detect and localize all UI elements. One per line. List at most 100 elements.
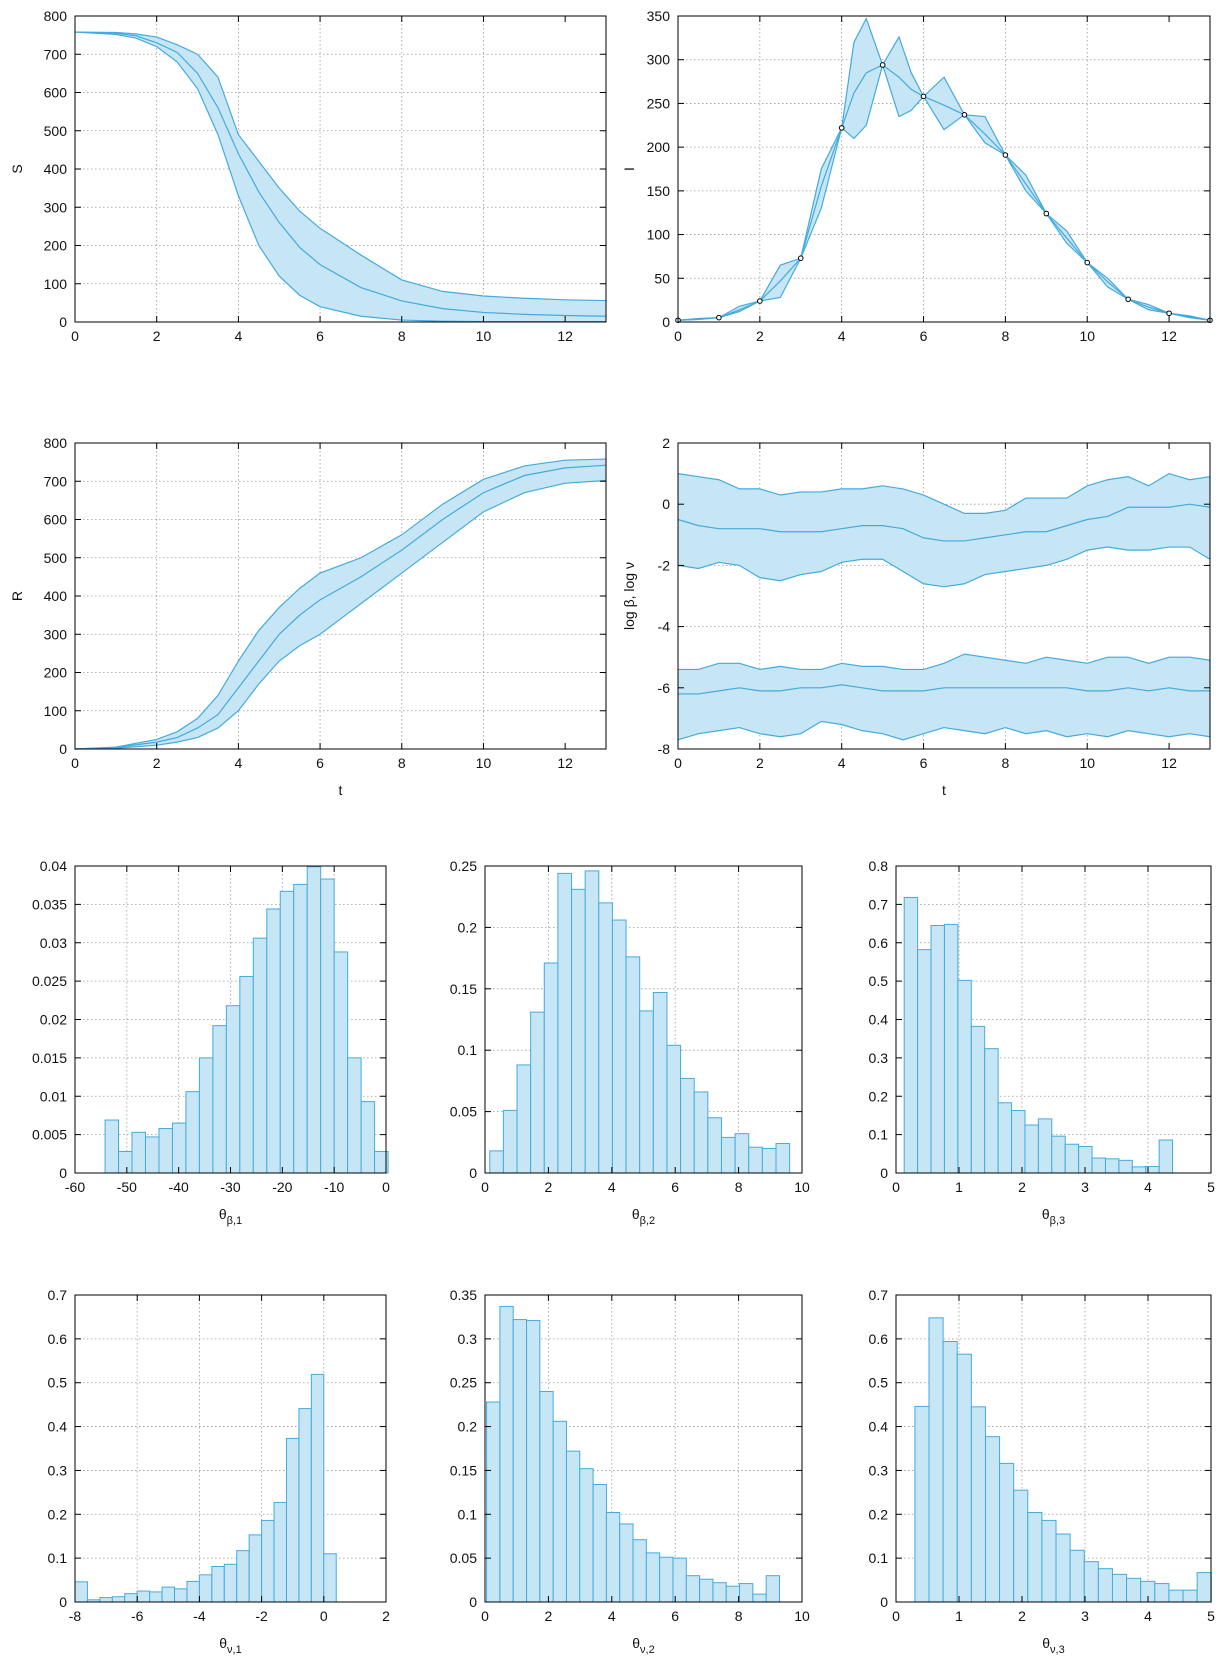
histogram-bar: [984, 1436, 1001, 1603]
histogram-bar: [956, 1353, 972, 1603]
histogram-bar: [198, 1057, 214, 1174]
histogram-bar: [1131, 1166, 1147, 1174]
histogram-bar: [360, 1101, 376, 1174]
y-tick-label: 0: [59, 1594, 67, 1610]
y-axis-label: I: [621, 167, 637, 171]
histogram-bar: [639, 1010, 654, 1174]
y-tick-label: 0: [469, 1594, 477, 1610]
x-tick-label: 8: [398, 328, 406, 344]
plot-frame: [484, 1294, 803, 1603]
y-tick-label: 0.15: [450, 981, 477, 997]
histogram-bar: [1011, 1109, 1026, 1174]
data-point: [1043, 210, 1050, 217]
series-line-lower: [677, 720, 1211, 741]
histogram-bar: [158, 1127, 173, 1174]
y-tick-label: 0.05: [450, 1104, 477, 1120]
y-tick-label: 0.4: [48, 1419, 68, 1435]
x-tick-label: 6: [671, 1179, 679, 1195]
y-tick-label: 0.15: [450, 1462, 477, 1478]
y-tick-label: 0: [662, 314, 670, 330]
panel-log-beta-nu: 0 2 4 6 8 10 12 -8 -6 -4 -2 0 2 log β, log ν t: [621, 435, 1211, 798]
y-tick-label: 0.2: [458, 919, 478, 935]
x-tick-label: 8: [1001, 328, 1009, 344]
y-tick-label: 0.035: [32, 896, 67, 912]
y-tick-label: 700: [44, 46, 68, 62]
x-tick-label: -2: [255, 1608, 268, 1624]
x-tick-label: 5: [1207, 1608, 1215, 1624]
x-axis-label-subscript: β,3: [1050, 1215, 1066, 1227]
y-tick-label: 0.2: [458, 1419, 478, 1435]
histogram-bar: [502, 1109, 518, 1174]
histogram-bar: [1104, 1158, 1120, 1174]
y-tick-label: 0.2: [869, 1088, 889, 1104]
histogram-bar: [1182, 1589, 1198, 1603]
histogram-bar: [1097, 1568, 1113, 1603]
panel-theta-beta-2: 0 2 4 6 8 10 0 0.05 0.1 0.15 0.2 0.25 θβ,2: [450, 858, 810, 1227]
x-tick-label: 4: [608, 1608, 616, 1624]
y-tick-label: 0.6: [869, 1331, 889, 1347]
histogram-bar: [1168, 1589, 1184, 1603]
histogram-bar: [239, 976, 254, 1174]
histogram-bar: [1196, 1572, 1212, 1603]
y-tick-label: 2: [662, 435, 670, 451]
histogram-bar: [765, 1575, 780, 1603]
histogram-bar: [645, 1552, 661, 1603]
x-axis-label: θβ,2: [632, 1206, 655, 1227]
histogram-bar: [512, 1319, 528, 1603]
x-tick-label: -50: [117, 1179, 137, 1195]
y-tick-label: 0.015: [32, 1050, 67, 1066]
histogram-bar: [279, 890, 295, 1174]
x-tick-label: 4: [1144, 1608, 1152, 1624]
y-tick-label: 0.03: [40, 935, 67, 951]
histogram-bar: [223, 1563, 238, 1603]
histogram-bar: [530, 1011, 545, 1174]
histogram-bar: [957, 979, 972, 1174]
y-tick-label: 300: [44, 626, 68, 642]
histogram-bar: [489, 1150, 504, 1174]
histogram-bar: [104, 1119, 120, 1174]
x-tick-label: 4: [1144, 1179, 1152, 1195]
histogram-bar: [619, 1523, 634, 1603]
y-tick-label: 0.05: [450, 1550, 477, 1566]
histogram-bar: [970, 1406, 986, 1603]
y-axis-label: R: [9, 591, 25, 601]
histogram-bar: [124, 1593, 138, 1603]
x-axis-label: t: [942, 782, 946, 798]
y-tick-label: 200: [647, 139, 671, 155]
histogram-bar: [659, 1556, 674, 1603]
x-tick-label: -10: [324, 1179, 344, 1195]
y-tick-label: 0.7: [869, 1287, 889, 1303]
histogram-bar: [552, 1420, 567, 1603]
histogram-bar: [333, 951, 349, 1174]
y-tick-label: 0.4: [869, 1012, 889, 1028]
band-area: [678, 654, 1210, 740]
series-line-upper: [678, 653, 1211, 671]
y-tick-label: 0.8: [869, 858, 889, 874]
x-tick-label: -30: [220, 1179, 240, 1195]
histogram-bar: [1041, 1519, 1057, 1603]
histogram-bar: [984, 1048, 999, 1174]
data-point: [879, 62, 886, 68]
y-tick-label: 0.25: [450, 858, 477, 874]
y-tick-label: 0.7: [869, 896, 889, 912]
histogram-bar: [712, 1582, 727, 1603]
x-tick-label: 5: [1207, 1179, 1215, 1195]
y-tick-label: 0: [662, 496, 670, 512]
x-tick-label: 6: [316, 328, 324, 344]
y-tick-label: 0.5: [869, 1375, 889, 1391]
histogram-bar: [1083, 1561, 1099, 1603]
x-tick-label: 10: [1079, 328, 1095, 344]
histogram-bar: [611, 919, 627, 1174]
x-tick-label: 0: [382, 1179, 390, 1195]
x-tick-label: 12: [557, 328, 573, 344]
histogram-bar: [118, 1151, 133, 1174]
y-tick-label: -4: [658, 619, 671, 635]
histogram-bar: [323, 1553, 337, 1603]
histogram-bar: [320, 878, 335, 1174]
histogram-bar: [225, 1005, 241, 1174]
histogram-bar: [605, 1512, 621, 1603]
y-tick-label: 0.3: [869, 1050, 889, 1066]
y-tick-label: 0: [469, 1165, 477, 1181]
series-line-lower: [677, 546, 1211, 588]
